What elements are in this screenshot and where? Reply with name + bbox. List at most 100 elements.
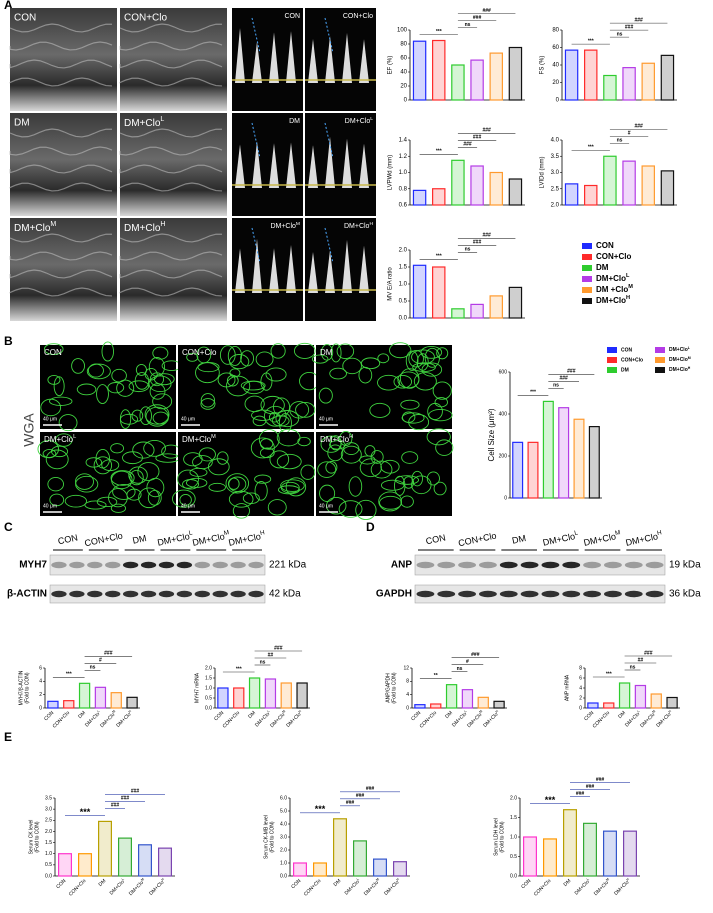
image-label-base: DM+Clo <box>344 223 370 230</box>
y-tick-label: 6 <box>579 675 582 681</box>
cell-outline <box>254 474 272 484</box>
cell-outline <box>259 438 274 450</box>
bar <box>508 178 523 206</box>
x-tick-label-sup: M <box>375 877 380 882</box>
cell-outline <box>377 374 401 391</box>
bar <box>470 303 484 319</box>
mmode-trace <box>119 77 223 87</box>
cell-outline <box>244 395 265 413</box>
cell-outline <box>200 398 216 410</box>
significance-label: *** <box>530 390 536 396</box>
cell-outline <box>43 343 64 355</box>
cell-outline <box>137 462 160 481</box>
cell-outline <box>265 367 287 382</box>
cell-outline <box>327 444 344 462</box>
significance-label: *** <box>588 145 594 151</box>
significance-label: ### <box>482 128 491 134</box>
blot-group-label-base: DM+Clo <box>625 532 659 549</box>
cell-outline <box>320 344 334 361</box>
x-tick-label: CON <box>410 710 422 722</box>
cell-outline <box>101 341 114 362</box>
mmode-trace <box>9 128 113 138</box>
bar <box>582 822 597 877</box>
significance-label: ### <box>471 652 480 658</box>
panel-letter: D <box>366 520 375 534</box>
y-axis-label: ANP/GAPDH <box>385 673 391 703</box>
blot-group-label-sup: M <box>615 529 622 537</box>
blot-group-label-sup: M <box>223 529 230 537</box>
y-tick-label: 0.5 <box>205 695 212 701</box>
x-tick-label-base: DM+Clo <box>483 712 500 729</box>
blot-band <box>51 561 67 569</box>
blot-group-label-base: DM+Clo <box>542 531 576 548</box>
y-tick-label: 600 <box>499 369 508 375</box>
y-tick-label: 1.5 <box>45 840 52 846</box>
cell-outline <box>242 492 260 504</box>
cell-outline <box>148 375 172 393</box>
significance-label: *** <box>236 666 242 672</box>
blot-row-label: MYH7 <box>19 560 47 571</box>
x-tick-label-base: DM+Clo <box>254 711 271 728</box>
cell-outline <box>225 473 250 494</box>
x-tick-label: DM+CloM <box>362 877 382 897</box>
blot-band <box>416 590 435 598</box>
blot-band <box>69 561 85 569</box>
cell-outline <box>297 436 311 447</box>
y-tick-label: 2.0 <box>510 795 517 801</box>
y-axis-label: Serum LDH level <box>493 818 499 856</box>
y-tick-label: 400 <box>499 411 508 417</box>
mmode-trace <box>9 23 113 33</box>
significance-label: *** <box>80 807 91 817</box>
bar <box>432 188 446 206</box>
significance-label: ### <box>567 369 576 375</box>
mmode-image <box>120 8 227 111</box>
cell-outline <box>401 451 419 464</box>
blot-group-label-sup: H <box>259 529 265 537</box>
image-label-sup: H <box>160 221 165 228</box>
bar <box>508 286 523 319</box>
bar <box>603 155 617 206</box>
y-tick-label: 0 <box>404 98 408 104</box>
cell-outline <box>177 469 199 489</box>
legend-label-sup: L <box>626 273 630 279</box>
legend-label: CON+Clo <box>596 252 631 261</box>
bar <box>412 40 427 101</box>
y-axis-label: (Fold to CON) <box>34 821 40 852</box>
significance-label: ns <box>630 664 636 670</box>
cell-outline <box>426 471 440 486</box>
y-tick-label: 0 <box>39 705 42 711</box>
blot-band <box>248 561 264 569</box>
significance-label: *** <box>436 29 442 35</box>
cell-outline <box>421 362 443 377</box>
y-tick-label: 4.0 <box>551 138 560 144</box>
cell-outline <box>49 493 65 507</box>
x-tick-label-base: DM+Clo <box>286 712 303 729</box>
cell-outline <box>259 447 275 459</box>
y-axis-label: (Fold to CON) <box>499 821 505 852</box>
cell-outline <box>240 380 266 391</box>
y-axis-label: Serum CK-MB level <box>263 815 269 859</box>
image-label: CON <box>44 348 62 357</box>
x-tick-label-sup: M <box>281 709 286 714</box>
bar <box>584 184 598 206</box>
scale-bar-label: 40 μm <box>319 503 333 509</box>
x-tick-label: CON+Clo <box>419 710 439 730</box>
cell-outline <box>295 401 316 418</box>
x-tick-label: CON <box>290 878 302 890</box>
x-tick-label-base: DM+Clo <box>383 880 400 897</box>
image-label: DM+CloL <box>44 434 76 444</box>
cell-outline <box>267 499 287 516</box>
y-tick-label: 2.5 <box>45 818 52 824</box>
blot-group-label-base: DM+Clo <box>228 532 262 549</box>
blot-group-label: CON <box>57 532 79 546</box>
doppler-peak <box>342 239 352 293</box>
cell-outline <box>128 466 148 484</box>
cell-outline <box>325 461 338 474</box>
cell-outline <box>189 467 208 477</box>
significance-label: ## <box>268 652 274 658</box>
blot-size-label: 221 kDa <box>269 560 307 571</box>
cell-outline <box>411 349 435 365</box>
legend-label-base: DM+Clo <box>669 347 688 353</box>
cell-outline <box>254 481 268 501</box>
blot-band <box>176 561 193 569</box>
